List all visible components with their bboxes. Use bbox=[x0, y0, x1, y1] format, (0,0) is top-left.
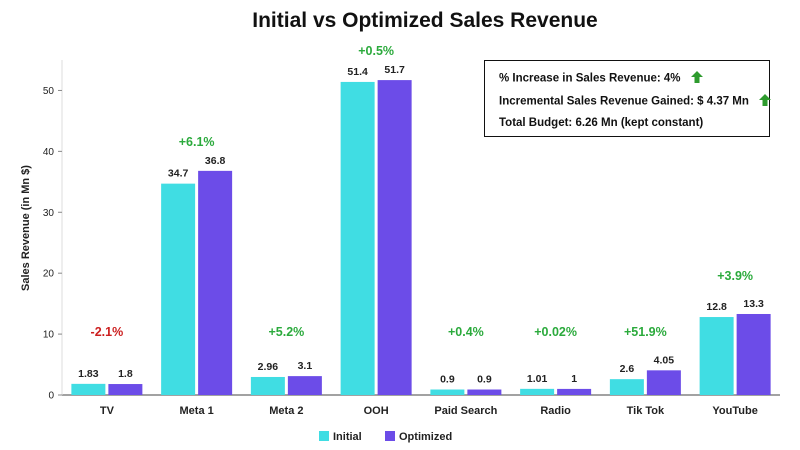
up-arrow-icon bbox=[758, 93, 772, 110]
summary-box: % Increase in Sales Revenue: 4% Incremen… bbox=[484, 60, 772, 137]
bar-value-label: 2.96 bbox=[258, 361, 279, 373]
legend-swatch-initial bbox=[319, 431, 329, 441]
bar-value-label: 34.7 bbox=[168, 168, 189, 180]
bar-optimized bbox=[557, 388, 592, 395]
bar-value-label: 1.8 bbox=[118, 368, 133, 380]
change-label: +0.5% bbox=[358, 44, 394, 58]
bar-optimized bbox=[377, 80, 412, 395]
bar-initial bbox=[609, 379, 644, 395]
summary-increase-text: % Increase in Sales Revenue: 4% bbox=[499, 72, 681, 85]
bar-value-label: 51.7 bbox=[384, 64, 405, 76]
bar-optimized bbox=[287, 376, 322, 395]
summary-line-increase: % Increase in Sales Revenue: 4% bbox=[499, 70, 704, 87]
bar-optimized bbox=[467, 389, 502, 395]
bar-value-label: 12.8 bbox=[706, 301, 727, 313]
y-axis-label: Sales Revenue (in Mn $) bbox=[20, 165, 32, 291]
y-tick-label: 50 bbox=[43, 86, 55, 97]
value-labels-group: 1.83 1.8 34.7 36.8 2.96 3.1 51.4 51.7 0.9 0.9 1.01… bbox=[78, 64, 764, 385]
change-labels-group: -2.1% +6.1% +5.2% +0.5% +0.4% +0.02% +51.9% +3.… bbox=[91, 44, 753, 339]
summary-incremental-text: Incremental Sales Revenue Gained: $ 4.37… bbox=[499, 95, 749, 108]
bar-value-label: 36.8 bbox=[205, 155, 226, 167]
y-tick-label: 40 bbox=[43, 147, 55, 158]
change-label: +0.4% bbox=[448, 325, 484, 339]
summary-line-budget: Total Budget: 6.26 Mn (kept constant) bbox=[499, 117, 703, 129]
summary-budget-text: Total Budget: 6.26 Mn (kept constant) bbox=[499, 117, 704, 129]
bar-value-label: 2.6 bbox=[620, 363, 635, 375]
bars-group bbox=[71, 80, 771, 395]
bar-initial bbox=[71, 383, 106, 395]
category-label: YouTube bbox=[712, 405, 757, 417]
change-label: +51.9% bbox=[624, 325, 667, 339]
change-label: +6.1% bbox=[179, 135, 215, 149]
category-label: Tik Tok bbox=[627, 405, 665, 417]
y-tick-label: 10 bbox=[43, 330, 55, 341]
bar-value-label: 1 bbox=[571, 373, 577, 385]
category-label: OOH bbox=[364, 405, 389, 417]
category-label: Meta 1 bbox=[180, 405, 214, 417]
bar-initial bbox=[699, 317, 734, 395]
category-label: Radio bbox=[540, 405, 571, 417]
legend-label-optimized: Optimized bbox=[399, 431, 452, 443]
bar-value-label: 51.4 bbox=[347, 66, 368, 78]
category-label: Meta 2 bbox=[269, 405, 303, 417]
y-tick-label: 20 bbox=[43, 269, 55, 280]
bar-optimized bbox=[108, 384, 143, 395]
summary-line-incremental: Incremental Sales Revenue Gained: $ 4.37… bbox=[499, 93, 772, 110]
bar-initial bbox=[430, 389, 465, 395]
category-label: Paid Search bbox=[434, 405, 497, 417]
bar-value-label: 3.1 bbox=[298, 360, 313, 372]
bar-value-label: 0.9 bbox=[440, 374, 455, 386]
category-labels-group: TV Meta 1 Meta 2 OOH Paid Search Radio Tik Tok… bbox=[100, 405, 758, 417]
bar-optimized bbox=[736, 313, 771, 395]
category-label: TV bbox=[100, 405, 115, 417]
change-label: +5.2% bbox=[268, 325, 304, 339]
legend: Initial Optimized bbox=[319, 431, 452, 443]
bar-optimized bbox=[198, 170, 233, 395]
change-label: -2.1% bbox=[91, 325, 124, 339]
change-label: +0.02% bbox=[534, 325, 577, 339]
bar-value-label: 4.05 bbox=[654, 354, 675, 366]
bar-value-label: 1.83 bbox=[78, 368, 99, 380]
chart-title: Initial vs Optimized Sales Revenue bbox=[252, 9, 597, 32]
bar-initial bbox=[340, 81, 375, 395]
y-tick-label: 0 bbox=[48, 391, 54, 402]
bar-initial bbox=[161, 183, 196, 395]
bar-value-label: 13.3 bbox=[743, 298, 764, 310]
up-arrow-icon bbox=[690, 70, 704, 87]
bar-initial bbox=[250, 376, 285, 395]
legend-swatch-optimized bbox=[385, 431, 395, 441]
y-tick-label: 30 bbox=[43, 208, 55, 219]
legend-label-initial: Initial bbox=[333, 431, 362, 443]
y-axis-ticks: 0 10 20 30 40 50 bbox=[43, 86, 62, 402]
bar-initial bbox=[520, 388, 555, 395]
bar-value-label: 0.9 bbox=[477, 374, 492, 386]
bar-optimized bbox=[646, 370, 681, 395]
bar-value-label: 1.01 bbox=[527, 373, 548, 385]
change-label: +3.9% bbox=[717, 269, 753, 283]
